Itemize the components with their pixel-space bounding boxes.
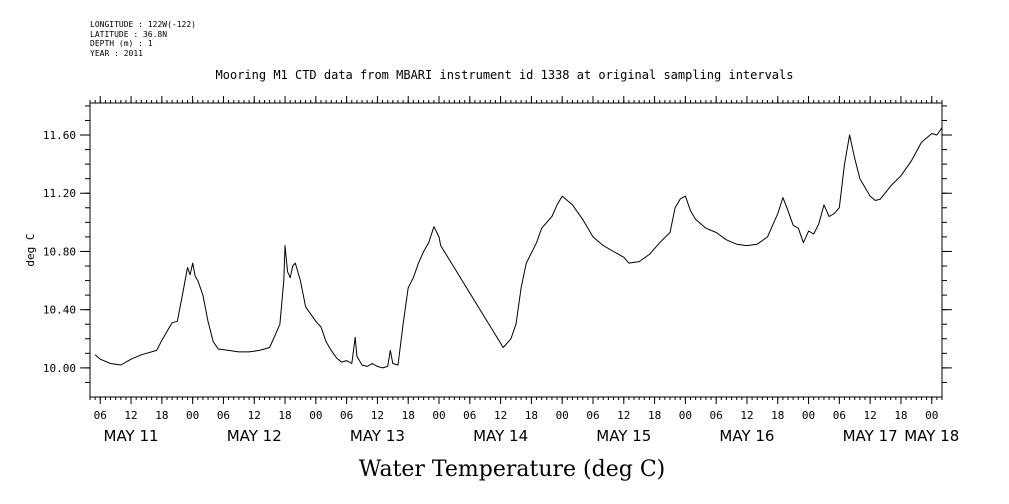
x-day-label: MAY 16	[719, 427, 774, 445]
x-hour-tick-label: 06	[586, 409, 599, 422]
series-group	[94, 127, 943, 369]
x-axis-label: Water Temperature (deg C)	[359, 457, 666, 482]
x-hour-tick-label: 06	[833, 409, 846, 422]
x-hour-tick-label: 00	[556, 409, 569, 422]
metadata-block: LONGITUDE : 122W(-122) LATITUDE : 36.8N …	[90, 20, 196, 58]
plot-frame	[89, 102, 943, 398]
x-hour-tick-label: 06	[463, 409, 476, 422]
x-hour-tick-label: 06	[94, 409, 107, 422]
x-day-labels: MAY 11 MAY 12 MAY 13 MAY 14 MAY 15 MAY 16 MAY …	[104, 427, 960, 445]
x-hour-tick-label: 18	[525, 409, 538, 422]
y-axis-label: deg C	[24, 233, 37, 266]
x-hour-tick-label: 12	[617, 409, 630, 422]
metadata-year: YEAR : 2011	[90, 48, 143, 58]
series-line	[94, 127, 943, 369]
x-hour-tick-label: 18	[278, 409, 291, 422]
metadata-longitude: LONGITUDE : 122W(-122)	[90, 20, 196, 29]
y-tick-label: 10.00	[43, 362, 76, 375]
x-hour-tick-labels: 06 12 18 00 06 12 18 00 06 12 18 00 06 12 18 00 06 12 18 00…	[94, 409, 939, 422]
x-day-label: MAY 11	[104, 427, 159, 445]
y-tick-label: 10.40	[43, 304, 76, 317]
x-hour-tick-label: 00	[309, 409, 322, 422]
x-hour-tick-label: 12	[494, 409, 507, 422]
x-hour-tick-label: 00	[679, 409, 692, 422]
x-hour-tick-label: 18	[648, 409, 661, 422]
x-hour-tick-label: 18	[771, 409, 784, 422]
x-hour-tick-label: 18	[894, 409, 907, 422]
x-hour-tick-label: 12	[740, 409, 753, 422]
x-day-label: MAY 12	[227, 427, 282, 445]
x-day-label: MAY 17	[843, 427, 898, 445]
x-day-label: MAY 15	[596, 427, 651, 445]
x-hour-tick-label: 18	[402, 409, 415, 422]
x-hour-tick-label: 12	[124, 409, 137, 422]
x-hour-tick-label: 12	[248, 409, 261, 422]
x-hour-tick-label: 00	[802, 409, 815, 422]
x-day-label: MAY 14	[473, 427, 528, 445]
x-hour-tick-label: 06	[710, 409, 723, 422]
tick-marks	[80, 96, 952, 404]
y-tick-labels: 10.00 10.40 10.80 11.20 11.60	[43, 129, 76, 375]
x-day-label: MAY 18	[904, 427, 959, 445]
x-hour-tick-label: 00	[186, 409, 199, 422]
x-hour-tick-label: 12	[864, 409, 877, 422]
x-hour-tick-label: 12	[371, 409, 384, 422]
x-day-label: MAY 13	[350, 427, 405, 445]
y-tick-label: 10.80	[43, 245, 76, 258]
metadata-depth: DEPTH (m) : 1	[90, 39, 153, 49]
x-hour-tick-label: 06	[217, 409, 230, 422]
y-tick-label: 11.20	[43, 187, 76, 200]
x-hour-tick-label: 06	[340, 409, 353, 422]
x-hour-tick-label: 00	[925, 409, 938, 422]
chart-title: Mooring M1 CTD data from MBARI instrumen…	[215, 68, 794, 82]
x-hour-tick-label: 00	[432, 409, 445, 422]
y-tick-label: 11.60	[43, 129, 76, 142]
x-hour-tick-label: 18	[155, 409, 168, 422]
metadata-latitude: LATITUDE : 36.8N	[90, 29, 168, 39]
